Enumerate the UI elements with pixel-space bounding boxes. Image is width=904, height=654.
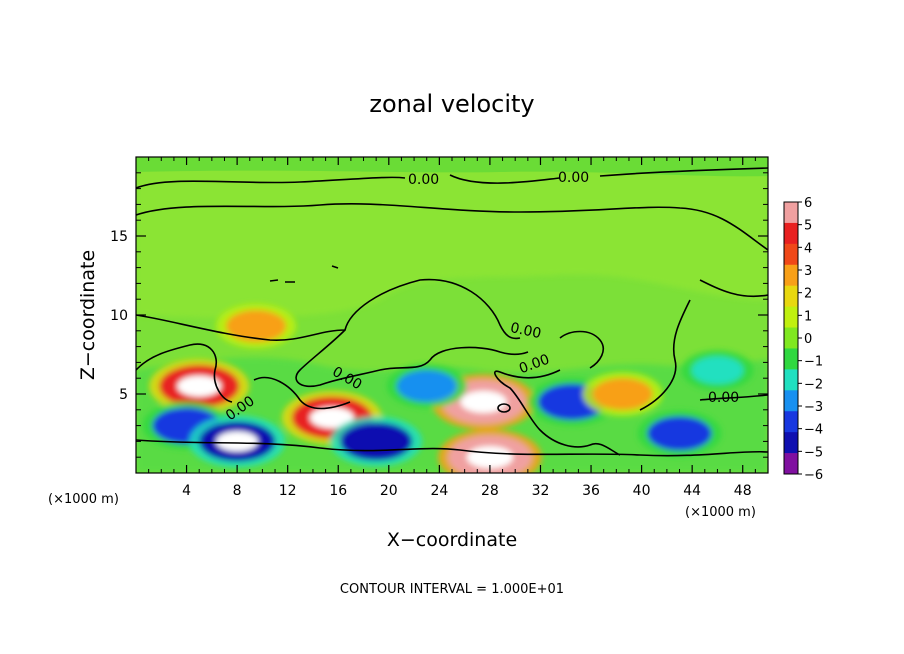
colorbar-tick-label: 5: [804, 219, 812, 234]
colorbar-swatch: [784, 432, 798, 454]
colorbar-tick-label: 2: [804, 287, 812, 302]
colorbar-swatch: [784, 222, 798, 245]
colorbar-swatch: [784, 390, 798, 412]
velocity-blob: [647, 416, 712, 451]
x-tick-label: 32: [532, 483, 550, 499]
velocity-blob: [396, 370, 457, 403]
velocity-blob: [226, 310, 287, 343]
x-axis-label: X−coordinate: [387, 529, 517, 551]
colorbar-tick-label: −5: [804, 445, 823, 460]
y-tick-label: 10: [110, 308, 128, 324]
contour-line: [136, 439, 768, 457]
x-tick-label: 24: [430, 483, 448, 499]
contour-label: 0.00: [558, 170, 589, 186]
colorbar-swatch: [784, 348, 798, 370]
colorbar-swatch: [784, 369, 798, 391]
x-tick-label: 8: [233, 483, 242, 499]
colorbar-swatch: [784, 285, 798, 308]
colorbar-swatch: [784, 264, 798, 287]
colorbar-swatch: [784, 411, 798, 433]
x-tick-label: 12: [279, 483, 297, 499]
x-tick-label: 28: [481, 483, 499, 499]
x-tick-label: 16: [329, 483, 347, 499]
colorbar-tick-label: 6: [804, 196, 812, 211]
plot-area: 0.00 0.00 0.00 0.00 0.00 0.00 0.00: [136, 157, 768, 473]
contour-lines: [136, 167, 768, 457]
velocity-blob: [340, 422, 413, 461]
x-tick-label: 36: [582, 483, 600, 499]
colorbar-tick-label: −3: [804, 400, 823, 415]
x-unit-note-left: (×1000 m): [48, 492, 119, 507]
y-tick-label: 5: [119, 387, 128, 403]
contour-line: [136, 203, 768, 251]
colorbar-tick-label: −6: [804, 468, 823, 483]
colorbar-swatch: [784, 243, 798, 266]
upper-band: [136, 157, 768, 318]
x-tick-label: 4: [182, 483, 191, 499]
y-axis-label: Z−coordinate: [77, 250, 99, 380]
velocity-blob-core: [216, 431, 259, 452]
colorbar-tick-label: 0: [804, 332, 812, 347]
colorbar-tick-label: −4: [804, 423, 823, 438]
colorbar: 6 5 4 3 2 1 0 −1 −2 −3 −4 −5 −6: [783, 196, 823, 483]
y-axis: 5 10 15: [110, 172, 768, 458]
colorbar-swatch: [784, 327, 798, 349]
contour-label: 0.00: [509, 320, 543, 342]
x-tick-label: 40: [633, 483, 651, 499]
colorbar-swatch: [784, 453, 798, 475]
contour-label: 0.00: [408, 172, 439, 188]
colorbar-tick-label: −1: [804, 355, 823, 370]
x-unit-note-right: (×1000 m): [685, 505, 756, 520]
contour-line: [639, 279, 768, 411]
x-tick-label: 44: [683, 483, 701, 499]
velocity-blob-core: [466, 446, 514, 469]
chart-title: zonal velocity: [369, 90, 534, 118]
colorbar-tick-label: −2: [804, 377, 823, 392]
y-tick-label: 15: [110, 229, 128, 245]
colorbar-tick-label: 4: [804, 241, 812, 256]
x-tick-label: 48: [734, 483, 752, 499]
contour-line: [136, 167, 768, 189]
x-tick-label: 20: [380, 483, 398, 499]
colorbar-swatch: [784, 306, 798, 329]
contour-line: [136, 343, 351, 410]
contour-line: [136, 278, 521, 341]
velocity-blob: [592, 378, 653, 410]
contour-label: 0.00: [708, 390, 739, 406]
velocity-features: [142, 304, 754, 473]
velocity-blob-core: [177, 375, 222, 397]
colorbar-tick-label: 1: [804, 309, 812, 324]
contour-line: [295, 329, 529, 388]
colorbar-tick-label: 3: [804, 264, 812, 279]
contour-line: [269, 265, 339, 283]
contour-interval-footer: CONTOUR INTERVAL = 1.000E+01: [340, 582, 564, 597]
velocity-blob-core: [309, 407, 354, 429]
contour-line: [497, 403, 511, 413]
x-axis: 4 8 12 16 20 24 28 32 36 40 44 48: [148, 157, 756, 499]
colorbar-swatch: [784, 202, 798, 224]
velocity-blob-core: [460, 390, 507, 413]
contour-line: [494, 330, 621, 456]
velocity-blob: [691, 356, 744, 385]
top-strip: [136, 157, 768, 177]
